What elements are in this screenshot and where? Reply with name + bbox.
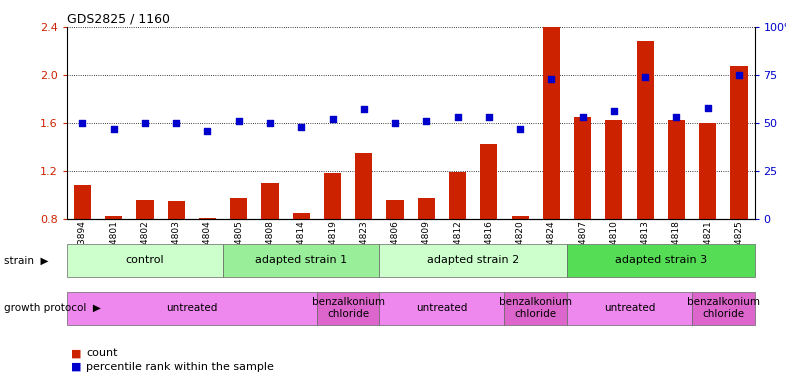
Point (608, 108, 620, 114)
Text: adapted strain 2: adapted strain 2 (427, 255, 520, 265)
Bar (223, 244, 380, 276)
Text: adapted strain 3: adapted strain 3 (615, 255, 707, 265)
Bar (380, 244, 567, 276)
Bar (355, 153, 373, 315)
Bar (480, 144, 498, 315)
Text: ■: ■ (71, 348, 81, 358)
Text: control: control (126, 255, 164, 265)
Text: untreated: untreated (417, 303, 468, 313)
Text: strain  ▶: strain ▶ (4, 255, 49, 265)
Bar (730, 66, 747, 315)
Point (670, 114, 683, 120)
Bar (417, 199, 435, 315)
Bar (543, 27, 560, 315)
Point (389, 120, 402, 126)
Bar (512, 217, 529, 315)
Text: GDS2825 / 1160: GDS2825 / 1160 (67, 13, 170, 26)
Bar (505, 292, 567, 324)
Text: percentile rank within the sample: percentile rank within the sample (86, 362, 274, 372)
Text: growth protocol  ▶: growth protocol ▶ (4, 303, 101, 313)
Bar (605, 121, 623, 315)
Bar (692, 292, 755, 324)
Bar (449, 172, 466, 315)
Bar (136, 200, 153, 315)
Point (545, 76, 557, 82)
Text: untreated: untreated (166, 303, 218, 313)
Bar (574, 117, 591, 315)
Bar (567, 244, 755, 276)
Bar (230, 199, 248, 315)
Point (639, 74, 652, 80)
Text: untreated: untreated (604, 303, 656, 313)
Text: count: count (86, 348, 118, 358)
Bar (74, 185, 91, 315)
Bar (324, 173, 341, 315)
Bar (199, 218, 216, 315)
Bar (167, 201, 185, 315)
Point (76, 120, 89, 126)
Bar (262, 183, 278, 315)
Bar (380, 292, 505, 324)
Bar (317, 292, 380, 324)
Bar (567, 292, 692, 324)
Bar (668, 121, 685, 315)
Point (483, 114, 495, 120)
Text: benzalkonium
chloride: benzalkonium chloride (499, 297, 572, 319)
Point (138, 120, 151, 126)
Point (108, 126, 120, 132)
Bar (292, 213, 310, 315)
Point (358, 106, 370, 113)
Point (576, 114, 589, 120)
Text: adapted strain 1: adapted strain 1 (255, 255, 347, 265)
Point (295, 124, 307, 130)
Bar (387, 200, 404, 315)
Text: ■: ■ (71, 362, 81, 372)
Point (201, 127, 214, 134)
Bar (67, 292, 317, 324)
Text: benzalkonium
chloride: benzalkonium chloride (687, 297, 760, 319)
Text: benzalkonium
chloride: benzalkonium chloride (312, 297, 384, 319)
Point (514, 126, 527, 132)
Point (701, 104, 714, 111)
Point (451, 114, 464, 120)
Point (233, 118, 245, 124)
Point (326, 116, 339, 122)
Bar (699, 123, 716, 315)
Bar (105, 217, 123, 315)
Point (420, 118, 432, 124)
Point (264, 120, 277, 126)
Bar (637, 41, 654, 315)
Bar (67, 244, 223, 276)
Point (733, 72, 745, 78)
Point (170, 120, 182, 126)
